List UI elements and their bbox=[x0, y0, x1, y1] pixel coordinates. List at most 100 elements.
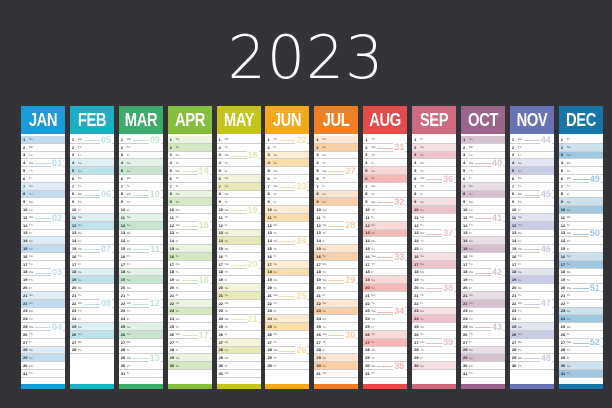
weekday-label: Fr bbox=[420, 246, 423, 251]
day-number: 29 bbox=[267, 355, 272, 361]
weekday-label: We bbox=[371, 363, 376, 368]
day-row: 19 Mo bbox=[265, 276, 310, 285]
day-number: 13 bbox=[560, 230, 566, 236]
day-row: 26 Mo bbox=[265, 331, 310, 339]
day-row: 20 Mo bbox=[118, 284, 163, 292]
weekday-label: We bbox=[77, 191, 83, 196]
day-number: 8 bbox=[120, 191, 124, 197]
weekday-label: Fr bbox=[420, 301, 423, 306]
day-number: 26 bbox=[511, 331, 517, 337]
day-row: 9 Mo bbox=[461, 198, 506, 207]
weekday-label: Su bbox=[224, 238, 229, 243]
week-line bbox=[523, 249, 552, 250]
day-row: 29 Th bbox=[265, 354, 310, 363]
weekday-label: Su bbox=[175, 363, 180, 368]
weekday-label: Th bbox=[273, 137, 277, 142]
weekday-label: We bbox=[517, 191, 523, 196]
day-number: 15 bbox=[23, 246, 28, 252]
day-number: 18 bbox=[414, 269, 419, 275]
week-number: 33 bbox=[393, 251, 406, 262]
day-number: 4 bbox=[316, 160, 319, 166]
month-header: JUL bbox=[323, 109, 350, 130]
weekday-label: We bbox=[29, 160, 34, 165]
day-number: 6 bbox=[463, 175, 466, 181]
day-number: 27 bbox=[560, 339, 566, 345]
week-number: 49 bbox=[588, 173, 601, 184]
weekday-label: Sa bbox=[371, 223, 375, 228]
day-row: 17 Fr bbox=[118, 261, 163, 269]
weekday-label: Tu bbox=[469, 152, 473, 157]
day-row: 16 Su bbox=[167, 252, 212, 261]
day-number: 5 bbox=[71, 168, 75, 174]
week-line bbox=[377, 366, 406, 367]
day-number: 1 bbox=[511, 136, 515, 142]
week-line bbox=[35, 327, 63, 328]
weekday-label: Su bbox=[420, 262, 424, 267]
day-row: 8 We bbox=[69, 191, 114, 199]
day-number: 30 bbox=[218, 363, 224, 368]
day-number: 5 bbox=[316, 168, 319, 174]
day-row: 5 Tu bbox=[558, 167, 603, 175]
week-number: 20 bbox=[246, 259, 259, 270]
week-line bbox=[279, 140, 308, 141]
day-row: 9 Sa bbox=[558, 198, 603, 207]
day-row: 23 Sa bbox=[558, 307, 603, 316]
day-row: 12 Su bbox=[69, 221, 114, 230]
weekday-label: We bbox=[175, 168, 181, 173]
day-number: 6 bbox=[414, 175, 417, 181]
day-number: 28 bbox=[267, 347, 272, 353]
weekday-label: Mo bbox=[77, 285, 83, 290]
day-number: 3 bbox=[120, 152, 124, 158]
day-row: 17 Th bbox=[363, 261, 408, 269]
day-number: 22 bbox=[120, 300, 126, 306]
weekday-label: Th bbox=[126, 308, 131, 313]
weekday-label: Th bbox=[322, 230, 326, 235]
day-number: 13 bbox=[120, 230, 126, 236]
weekday-label: We bbox=[322, 277, 327, 282]
day-row: 14 Mo bbox=[363, 237, 408, 246]
day-row: 21 Tu bbox=[69, 292, 114, 300]
day-number: 13 bbox=[169, 230, 175, 236]
day-number: 6 bbox=[267, 175, 270, 181]
weekday-label: Fr bbox=[322, 238, 326, 243]
day-number: 31 bbox=[120, 370, 126, 376]
weekday-label: Mo bbox=[273, 168, 278, 173]
weekday-label: Fr bbox=[29, 340, 32, 345]
day-number: 19 bbox=[218, 277, 224, 283]
day-row: 15 Tu bbox=[363, 245, 408, 253]
day-row: 13 Mo bbox=[118, 230, 163, 238]
weekday-label: Sa bbox=[224, 285, 229, 290]
day-row: 22 We bbox=[118, 300, 163, 308]
day-number: 12 bbox=[316, 222, 321, 228]
weekday-label: Mo bbox=[420, 215, 425, 220]
day-row: 16 Tu bbox=[216, 253, 261, 261]
day-row: 13 Tu bbox=[265, 230, 310, 238]
day-number: 21 bbox=[71, 292, 77, 298]
day-row: 7 Tu bbox=[118, 183, 163, 191]
day-row: 16 Th bbox=[69, 253, 114, 261]
day-row: 18 Th bbox=[216, 269, 261, 277]
day-number: 9 bbox=[169, 199, 172, 205]
month-days: 1 We 2 Th 3 Fr 4 Sa 5 Su 6 Mo 7 Tu 8 We 9 Th 10 Fr 11 Sa 12 Su 1… bbox=[509, 134, 554, 384]
weekday-label: We bbox=[566, 230, 572, 235]
day-row: 22 Sa bbox=[314, 299, 359, 308]
day-number: 2 bbox=[463, 144, 466, 150]
day-number: 7 bbox=[414, 183, 417, 189]
day-number: 19 bbox=[414, 277, 419, 283]
weekday-label: We bbox=[126, 301, 132, 306]
day-number: 14 bbox=[511, 238, 517, 244]
day-row: 20 Mo bbox=[69, 284, 114, 292]
weekday-label: Su bbox=[517, 168, 522, 173]
day-row: 1 We bbox=[69, 136, 114, 144]
weekday-label: Tu bbox=[371, 246, 375, 251]
day-number: 4 bbox=[267, 160, 270, 166]
day-number: 17 bbox=[71, 261, 77, 267]
day-number: 21 bbox=[120, 292, 126, 298]
week-number: 27 bbox=[344, 165, 357, 176]
day-number: 4 bbox=[414, 160, 417, 166]
weekday-label: Sa bbox=[469, 184, 473, 189]
day-row: 3 Sa bbox=[265, 151, 310, 160]
day-number: 8 bbox=[71, 191, 75, 197]
week-line bbox=[230, 319, 259, 320]
month-footer-bar bbox=[314, 384, 359, 389]
